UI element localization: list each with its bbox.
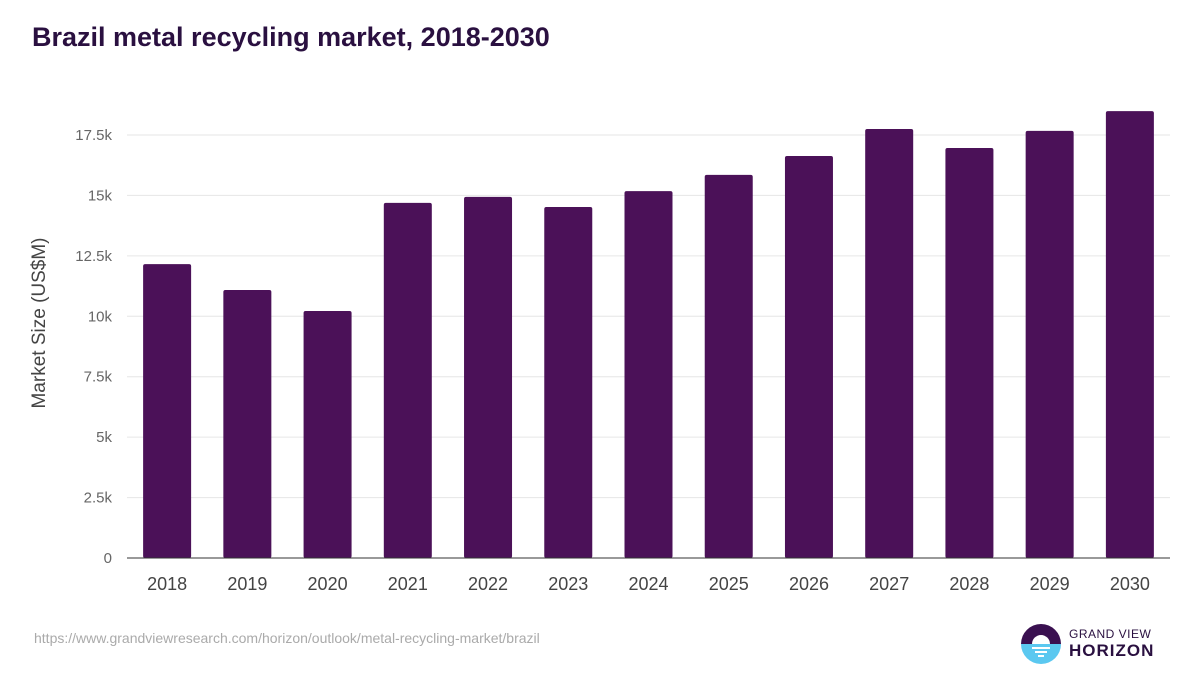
x-tick-label: 2027 (869, 574, 909, 594)
bar-2027 (865, 128, 914, 558)
y-tick-label: 7.5k (84, 369, 113, 386)
x-tick-label: 2028 (949, 574, 989, 594)
y-tick-label: 10k (88, 308, 113, 325)
y-tick-label: 17.5k (75, 127, 112, 144)
x-tick-label: 2030 (1110, 574, 1150, 594)
bar-2028 (945, 148, 994, 559)
x-tick-label: 2023 (548, 574, 588, 594)
y-tick-label: 15k (88, 187, 113, 204)
y-tick-label: 5k (96, 429, 112, 446)
source-link[interactable]: https://www.grandviewresearch.com/horizo… (34, 630, 540, 646)
bar-2025 (704, 174, 753, 558)
x-tick-label: 2019 (227, 574, 267, 594)
chart-title: Brazil metal recycling market, 2018-2030 (32, 22, 550, 52)
bar-2030 (1105, 111, 1154, 558)
bar-2023 (544, 207, 593, 558)
bar-2024 (624, 191, 673, 559)
bar-2021 (383, 202, 432, 559)
x-tick-label: 2025 (709, 574, 749, 594)
x-tick-label: 2029 (1030, 574, 1070, 594)
bar-2020 (303, 310, 352, 558)
y-tick-label: 2.5k (84, 490, 113, 507)
bar-2022 (464, 196, 513, 559)
x-tick-label: 2020 (308, 574, 348, 594)
bar-2029 (1025, 130, 1074, 558)
x-tick-label: 2024 (628, 574, 668, 594)
bar-2026 (784, 156, 833, 558)
logo-line-1: GRAND VIEW (1069, 626, 1152, 641)
x-tick-label: 2022 (468, 574, 508, 594)
x-tick-label: 2018 (147, 574, 187, 594)
y-tick-label: 12.5k (75, 248, 112, 265)
bar-2018 (143, 264, 192, 558)
logo: GRAND VIEW HORIZON (1020, 623, 1154, 665)
bar-2019 (223, 289, 272, 558)
horizon-logo-icon (1021, 624, 1061, 664)
logo-line-2: HORIZON (1069, 641, 1155, 660)
y-tick-label: 0 (104, 550, 112, 567)
x-tick-label: 2026 (789, 574, 829, 594)
x-tick-label: 2021 (388, 574, 428, 594)
